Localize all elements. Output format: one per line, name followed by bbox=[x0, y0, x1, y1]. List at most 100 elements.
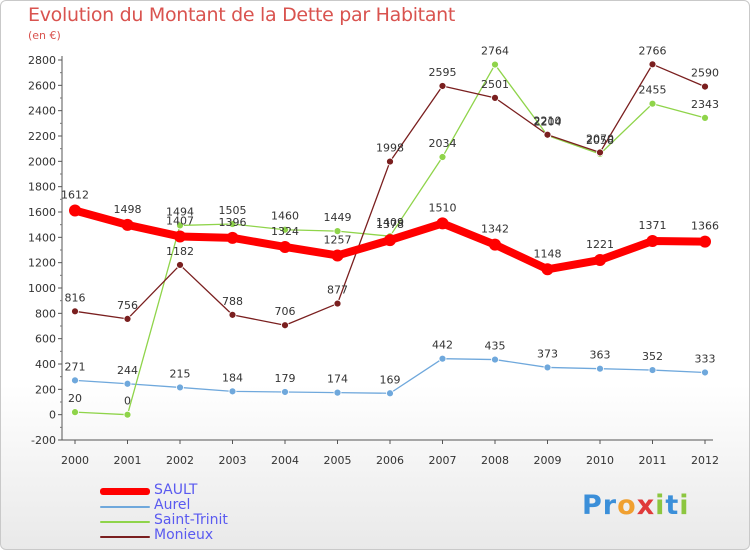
data-point bbox=[438, 153, 447, 161]
data-point bbox=[228, 387, 237, 396]
x-tick-label: 2006 bbox=[376, 454, 404, 467]
data-label: 877 bbox=[327, 284, 348, 297]
data-point bbox=[699, 235, 711, 248]
y-tick-label: 800 bbox=[35, 307, 56, 320]
data-label: 2595 bbox=[429, 66, 457, 79]
data-point bbox=[543, 130, 552, 139]
data-label: 1396 bbox=[219, 216, 247, 229]
logo-letter: x bbox=[636, 490, 656, 521]
data-point bbox=[646, 235, 659, 248]
x-tick-label: 2000 bbox=[61, 454, 89, 467]
logo-letter: i bbox=[679, 490, 690, 521]
data-point bbox=[596, 364, 604, 373]
data-label: 1460 bbox=[271, 210, 299, 223]
data-label: 0 bbox=[124, 395, 131, 408]
data-point bbox=[491, 355, 499, 364]
y-tick-label: 2400 bbox=[28, 105, 56, 118]
data-point bbox=[121, 218, 134, 231]
logo-letter: r bbox=[602, 490, 618, 521]
data-label: 2501 bbox=[481, 78, 509, 91]
data-label: 373 bbox=[537, 347, 558, 360]
data-label: 1371 bbox=[639, 219, 667, 232]
x-tick-label: 2008 bbox=[481, 454, 509, 467]
data-point bbox=[71, 408, 79, 417]
data-point bbox=[489, 238, 501, 251]
series-line-monieux bbox=[74, 63, 706, 326]
x-tick-label: 2010 bbox=[586, 454, 614, 467]
data-label: 1494 bbox=[166, 205, 194, 218]
y-tick-label: 600 bbox=[35, 333, 56, 346]
data-label: 1505 bbox=[219, 204, 247, 217]
data-label: 2343 bbox=[691, 98, 719, 111]
y-tick-label: 2200 bbox=[28, 130, 56, 143]
y-tick-label: 400 bbox=[35, 358, 56, 371]
x-tick-label: 2004 bbox=[271, 454, 299, 467]
y-tick-label: 200 bbox=[35, 383, 56, 396]
y-tick-label: 1600 bbox=[28, 206, 56, 219]
x-tick-label: 2002 bbox=[166, 454, 194, 467]
data-label: 1324 bbox=[271, 225, 299, 238]
data-label: 2764 bbox=[481, 45, 509, 58]
legend-label: Monieux bbox=[154, 527, 214, 543]
legend-label: SAULT bbox=[154, 482, 198, 498]
x-tick-label: 2001 bbox=[114, 454, 142, 467]
data-label: 435 bbox=[485, 340, 506, 353]
data-label: 2204 bbox=[534, 115, 562, 128]
data-label: 352 bbox=[642, 350, 663, 363]
data-label: 1342 bbox=[481, 223, 509, 236]
data-point bbox=[279, 240, 291, 253]
data-point bbox=[174, 230, 186, 243]
data-label: 1449 bbox=[324, 211, 352, 224]
data-point bbox=[71, 376, 79, 385]
data-label: 1221 bbox=[586, 238, 614, 251]
data-label: 2590 bbox=[691, 67, 719, 80]
x-tick-label: 2012 bbox=[691, 454, 719, 467]
data-point bbox=[648, 99, 657, 108]
data-point bbox=[543, 363, 552, 372]
y-tick-label: 1200 bbox=[28, 257, 56, 270]
data-point bbox=[331, 249, 344, 262]
data-label: 1510 bbox=[429, 201, 457, 214]
data-point bbox=[648, 366, 657, 374]
y-tick-label: 1400 bbox=[28, 231, 56, 244]
data-label: 363 bbox=[590, 349, 611, 362]
data-label: 2455 bbox=[639, 84, 667, 97]
legend-swatch bbox=[100, 521, 150, 523]
data-point bbox=[491, 60, 499, 69]
data-point bbox=[123, 379, 132, 388]
data-label: 333 bbox=[695, 352, 716, 365]
data-label: 1366 bbox=[691, 220, 719, 233]
legend-label: Saint-Trinit bbox=[154, 512, 228, 528]
data-point bbox=[438, 354, 447, 363]
legend-swatch bbox=[100, 488, 150, 495]
y-tick-label: 2000 bbox=[28, 155, 56, 168]
y-tick-label: 2600 bbox=[28, 79, 56, 92]
data-label: 184 bbox=[222, 371, 243, 384]
data-point bbox=[226, 231, 239, 244]
y-tick-label: 1800 bbox=[28, 181, 56, 194]
data-point bbox=[176, 261, 184, 269]
data-label: 2766 bbox=[639, 44, 667, 57]
data-label: 244 bbox=[117, 364, 138, 377]
y-tick-label: 0 bbox=[49, 409, 56, 422]
logo-letter: i bbox=[655, 490, 666, 521]
proxiti-logo: Proxiti bbox=[582, 490, 690, 521]
data-label: 1257 bbox=[324, 233, 352, 246]
x-tick-label: 2007 bbox=[429, 454, 457, 467]
x-tick-label: 2003 bbox=[219, 454, 247, 467]
data-label: 1998 bbox=[376, 142, 404, 155]
data-label: 2034 bbox=[429, 137, 457, 150]
data-label: 706 bbox=[275, 305, 296, 318]
legend-swatch bbox=[100, 536, 150, 538]
data-label: 179 bbox=[275, 372, 296, 385]
data-label: 756 bbox=[117, 299, 138, 312]
data-label: 1612 bbox=[61, 188, 89, 201]
data-label: 1409 bbox=[376, 216, 404, 229]
logo-letter: o bbox=[617, 490, 637, 521]
data-label: 1148 bbox=[534, 247, 562, 260]
data-label: 1407 bbox=[166, 214, 194, 227]
data-point bbox=[123, 410, 132, 419]
x-tick-label: 2009 bbox=[534, 454, 562, 467]
